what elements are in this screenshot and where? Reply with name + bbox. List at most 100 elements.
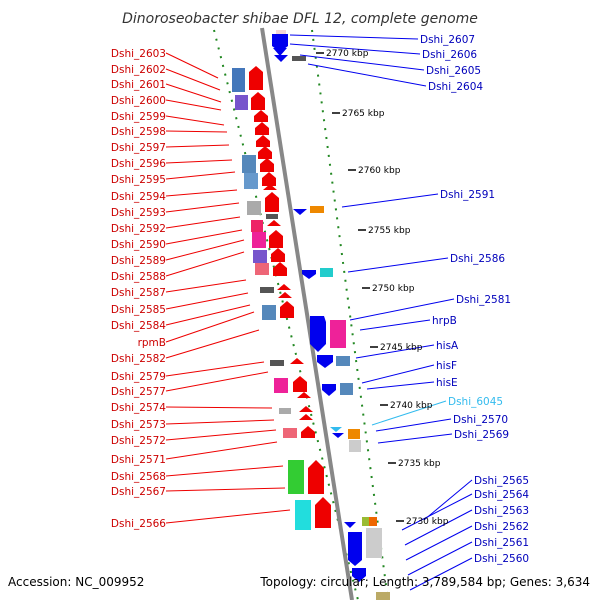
gene-label-dshi-2597[interactable]: Dshi_2597 — [111, 142, 166, 154]
gene-arrow[interactable] — [293, 209, 307, 215]
gene-label-dshi-2593[interactable]: Dshi_2593 — [111, 207, 166, 219]
gene-block[interactable] — [255, 263, 269, 275]
gene-block[interactable] — [295, 500, 311, 530]
gene-label-dshi-2603[interactable]: Dshi_2603 — [111, 48, 166, 60]
gene-label-dshi-2598[interactable]: Dshi_2598 — [111, 126, 166, 138]
gene-block[interactable] — [260, 287, 274, 293]
gene-label-rpmb[interactable]: rpmB — [138, 337, 166, 349]
gene-arrow[interactable] — [348, 532, 362, 566]
gene-label-dshi-2574[interactable]: Dshi_2574 — [111, 402, 166, 414]
gene-label-dshi-2587[interactable]: Dshi_2587 — [111, 287, 166, 299]
gene-label-dshi-2594[interactable]: Dshi_2594 — [111, 191, 166, 203]
gene-arrow[interactable] — [293, 376, 307, 392]
gene-arrow[interactable] — [322, 384, 336, 396]
gene-label-dshi-2584[interactable]: Dshi_2584 — [111, 320, 166, 332]
gene-arrow[interactable] — [265, 192, 279, 212]
gene-label-dshi-2566[interactable]: Dshi_2566 — [111, 518, 166, 530]
gene-arrow[interactable] — [310, 316, 326, 352]
gene-arrow[interactable] — [274, 55, 288, 62]
gene-arrow[interactable] — [272, 34, 288, 52]
gene-label-dshi-2601[interactable]: Dshi_2601 — [111, 79, 166, 91]
gene-arrow[interactable] — [302, 270, 316, 279]
gene-label-dshi-2560[interactable]: Dshi_2560 — [474, 553, 529, 565]
gene-block[interactable] — [340, 383, 353, 395]
gene-label-dshi-2571[interactable]: Dshi_2571 — [111, 454, 166, 466]
gene-label-dshi-2596[interactable]: Dshi_2596 — [111, 158, 166, 170]
gene-arrow[interactable] — [332, 433, 344, 438]
gene-arrow[interactable] — [301, 426, 315, 438]
gene-arrow[interactable] — [260, 158, 274, 172]
gene-label-dshi-2592[interactable]: Dshi_2592 — [111, 223, 166, 235]
rna-arrow[interactable] — [330, 427, 342, 432]
gene-arrow[interactable] — [271, 248, 285, 262]
gene-block[interactable] — [336, 356, 350, 366]
gene-arrow[interactable] — [269, 230, 283, 248]
gene-label-dshi-2585[interactable]: Dshi_2585 — [111, 304, 166, 316]
gene-arrow[interactable] — [277, 284, 291, 290]
gene-label-dshi-2568[interactable]: Dshi_2568 — [111, 471, 166, 483]
gene-arrow[interactable] — [344, 522, 356, 528]
gene-label-dshi-2602[interactable]: Dshi_2602 — [111, 64, 166, 76]
gene-label-dshi-2591[interactable]: Dshi_2591 — [440, 189, 495, 201]
gene-label-dshi-2590[interactable]: Dshi_2590 — [111, 239, 166, 251]
gene-label-hisa[interactable]: hisA — [436, 340, 459, 352]
gene-arrow[interactable] — [352, 568, 366, 582]
gene-label-dshi-2581[interactable]: Dshi_2581 — [456, 294, 511, 306]
gene-arrow[interactable] — [254, 110, 268, 122]
gene-label-dshi-2604[interactable]: Dshi_2604 — [428, 81, 483, 93]
gene-block[interactable] — [362, 517, 370, 526]
gene-block[interactable] — [310, 206, 324, 213]
gene-block[interactable] — [244, 173, 258, 189]
gene-block[interactable] — [376, 592, 390, 600]
gene-label-dshi-2561[interactable]: Dshi_2561 — [474, 537, 529, 549]
gene-label-dshi-2582[interactable]: Dshi_2582 — [111, 353, 166, 365]
gene-arrow[interactable] — [278, 292, 292, 298]
gene-arrow[interactable] — [317, 355, 333, 368]
gene-block[interactable] — [292, 56, 306, 61]
gene-arrow[interactable] — [255, 122, 269, 135]
gene-block[interactable] — [247, 201, 261, 215]
gene-arrow[interactable] — [249, 66, 263, 90]
gene-arrow[interactable] — [297, 392, 311, 398]
gene-label-dshi-6045[interactable]: Dshi_6045 — [448, 396, 503, 408]
gene-label-dshi-2572[interactable]: Dshi_2572 — [111, 435, 166, 447]
gene-label-hrpb[interactable]: hrpB — [432, 315, 457, 327]
gene-block[interactable] — [262, 305, 276, 320]
gene-label-dshi-2562[interactable]: Dshi_2562 — [474, 521, 529, 533]
gene-label-dshi-2565[interactable]: Dshi_2565 — [474, 475, 529, 487]
gene-arrow[interactable] — [299, 414, 313, 420]
gene-block[interactable] — [242, 155, 256, 173]
gene-label-hisf[interactable]: hisF — [436, 360, 457, 372]
gene-arrow[interactable] — [258, 146, 272, 159]
gene-label-dshi-2579[interactable]: Dshi_2579 — [111, 371, 166, 383]
gene-block[interactable] — [253, 250, 267, 263]
gene-block[interactable] — [274, 378, 288, 393]
gene-label-dshi-2588[interactable]: Dshi_2588 — [111, 271, 166, 283]
gene-arrow[interactable] — [251, 92, 265, 110]
gene-arrow[interactable] — [290, 358, 304, 364]
gene-label-dshi-2577[interactable]: Dshi_2577 — [111, 386, 166, 398]
gene-arrow[interactable] — [263, 184, 277, 190]
gene-arrow[interactable] — [267, 220, 281, 226]
gene-arrow[interactable] — [299, 406, 313, 412]
gene-block[interactable] — [349, 440, 361, 452]
gene-block[interactable] — [232, 68, 245, 92]
gene-arrow[interactable] — [262, 172, 276, 186]
gene-block[interactable] — [366, 528, 382, 558]
gene-block[interactable] — [330, 320, 346, 348]
gene-label-dshi-2570[interactable]: Dshi_2570 — [453, 414, 508, 426]
gene-label-dshi-2607[interactable]: Dshi_2607 — [420, 34, 475, 46]
gene-label-dshi-2573[interactable]: Dshi_2573 — [111, 419, 166, 431]
gene-arrow[interactable] — [273, 48, 287, 56]
gene-label-dshi-2589[interactable]: Dshi_2589 — [111, 255, 166, 267]
gene-block[interactable] — [270, 360, 284, 366]
gene-block[interactable] — [348, 429, 360, 439]
gene-block[interactable] — [369, 517, 377, 526]
gene-label-dshi-2586[interactable]: Dshi_2586 — [450, 253, 505, 265]
gene-arrow[interactable] — [273, 262, 287, 276]
gene-arrow[interactable] — [308, 460, 324, 494]
gene-block[interactable] — [283, 428, 297, 438]
gene-block[interactable] — [279, 408, 291, 414]
gene-block[interactable] — [266, 214, 278, 219]
gene-label-dshi-2595[interactable]: Dshi_2595 — [111, 174, 166, 186]
